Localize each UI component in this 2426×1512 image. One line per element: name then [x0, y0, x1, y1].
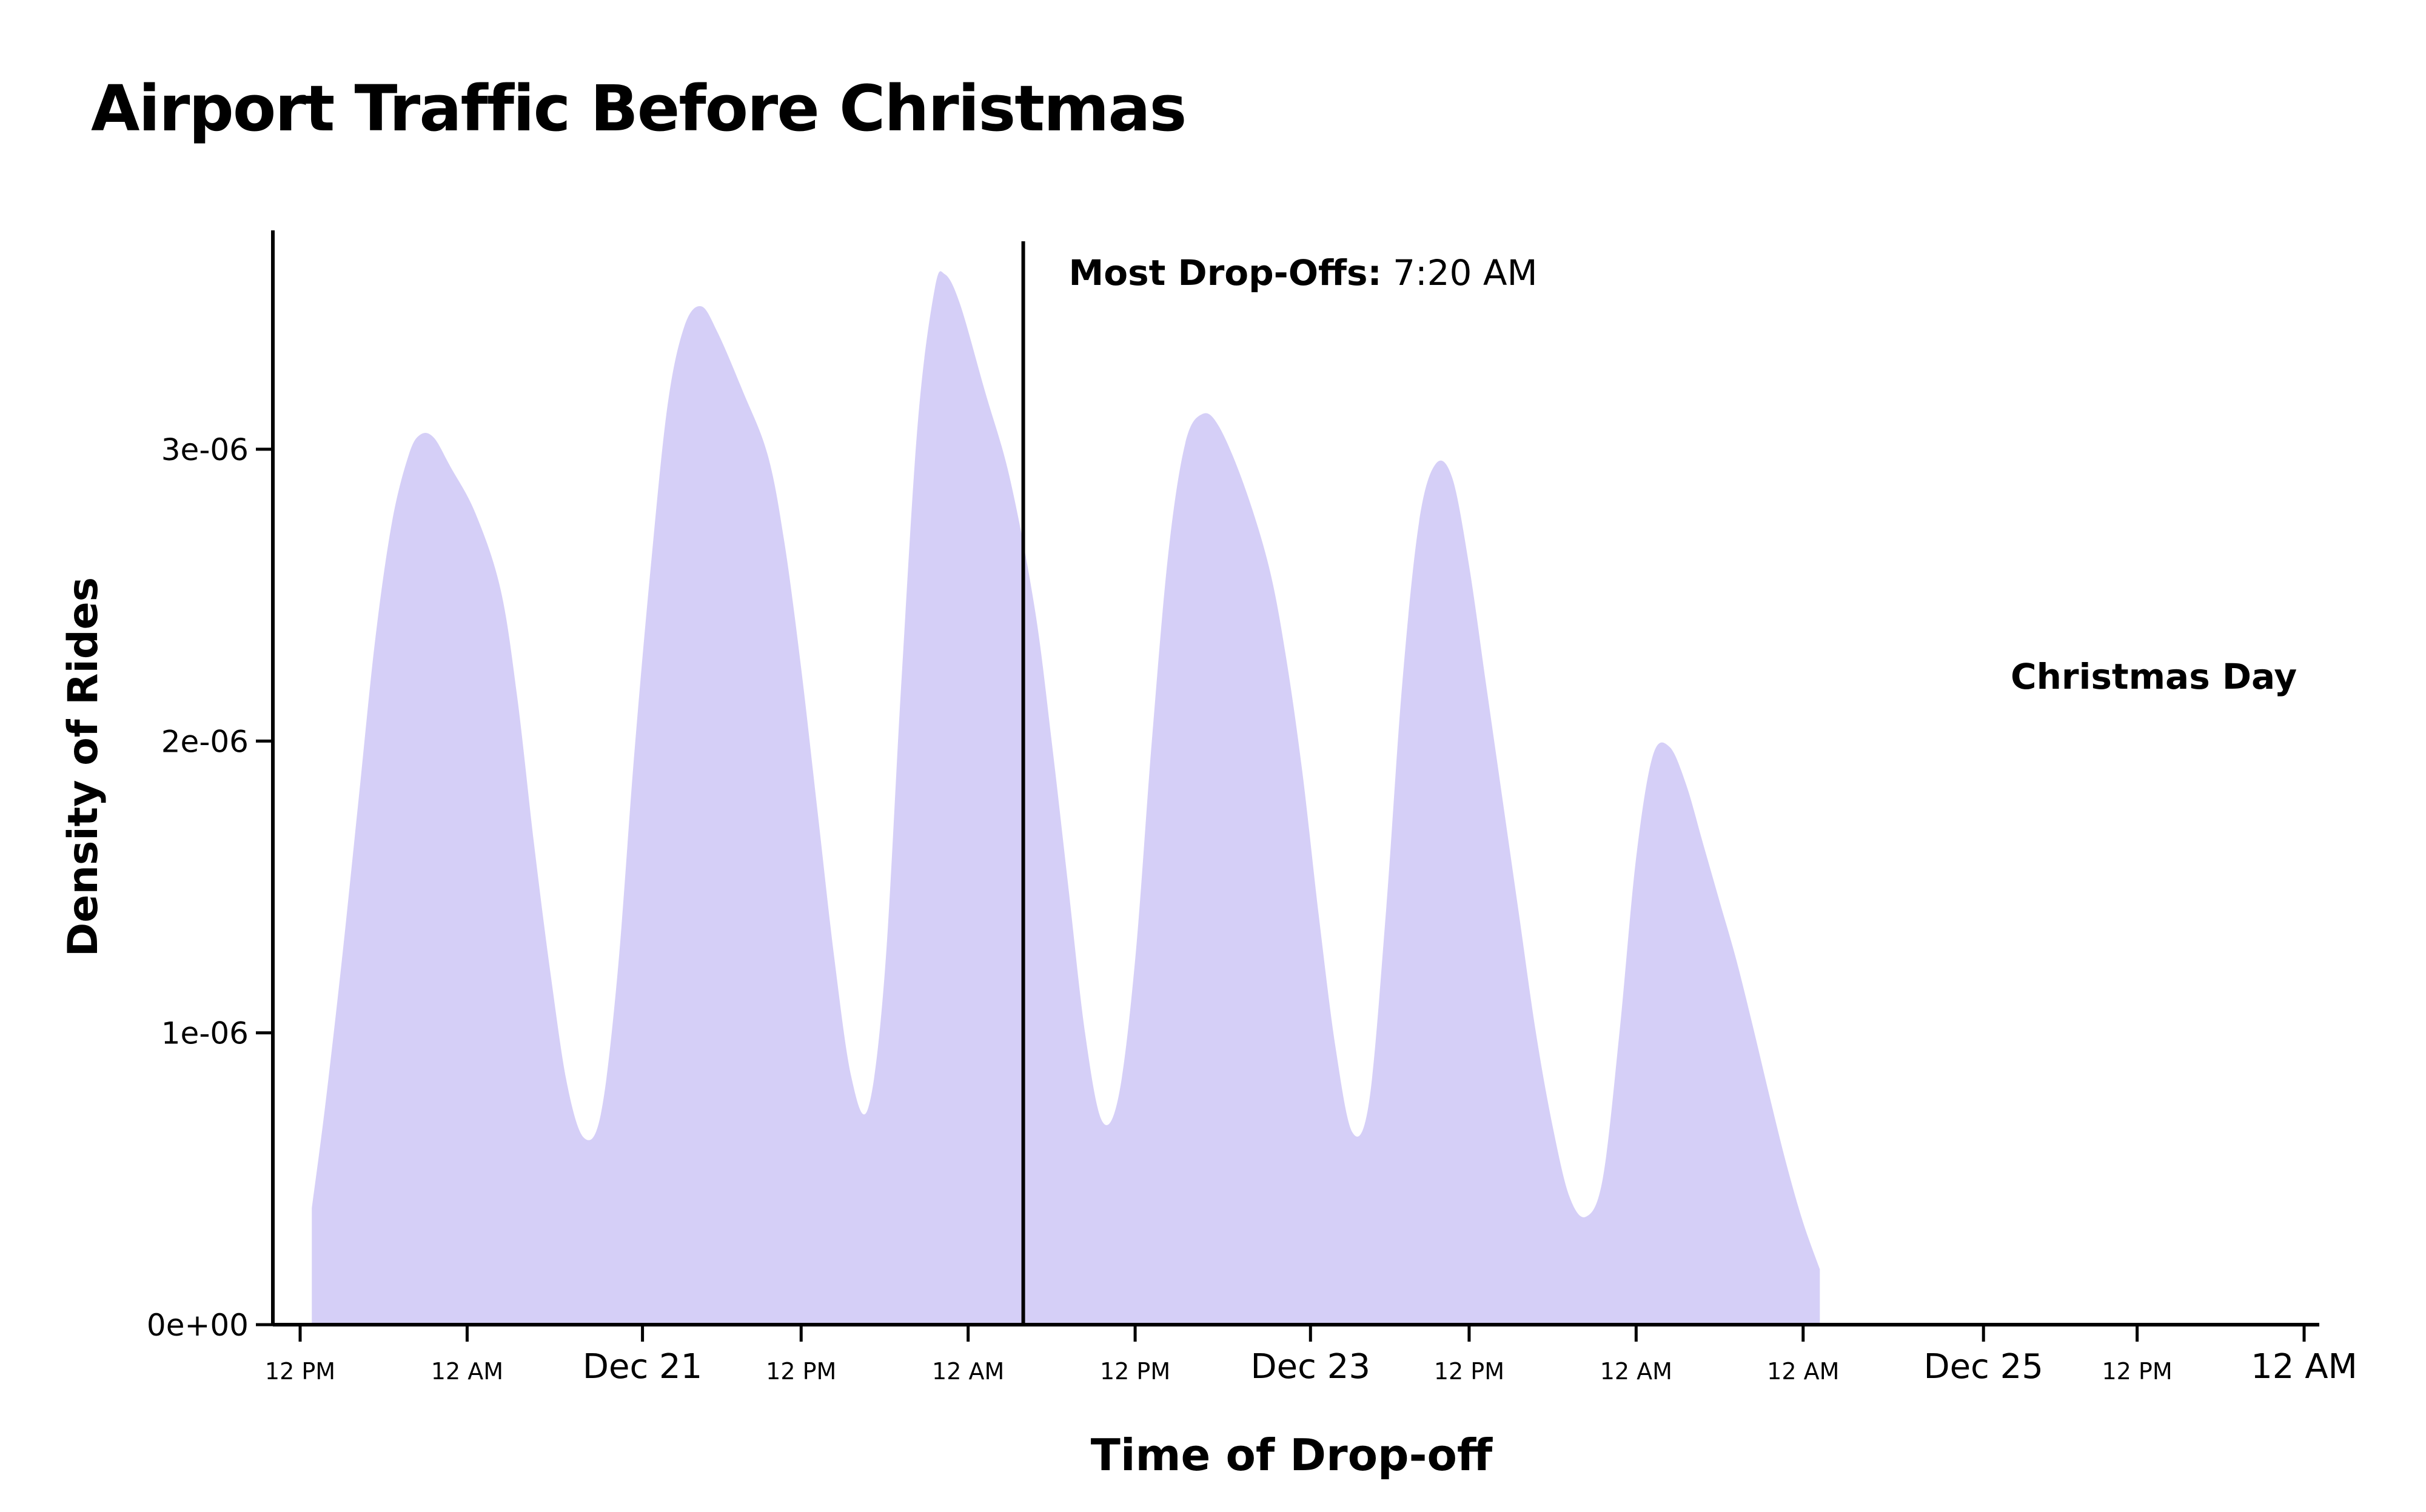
annotation-layer: Most Drop-Offs: 7:20 AM Christmas Day: [1021, 241, 2297, 1325]
peak-annotation-bold: Most Drop-Offs:: [1069, 252, 1382, 293]
density-area: [312, 271, 1820, 1325]
y-tick-label: 3e-06: [161, 432, 249, 467]
x-tick-label: Dec 23: [1251, 1347, 1370, 1387]
chart-title: Airport Traffic Before Christmas: [91, 72, 1187, 146]
peak-annotation-value: 7:20 AM: [1382, 252, 1538, 293]
x-tick-label: 12 PM: [2102, 1358, 2173, 1385]
x-tick-label: 12 AM: [431, 1358, 503, 1385]
x-tick-label: 12 PM: [766, 1358, 836, 1385]
x-tick-label: 12 AM: [1600, 1358, 1672, 1385]
x-tick-label: 12 AM: [2251, 1347, 2357, 1387]
x-tick-label: Dec 25: [1923, 1347, 2043, 1387]
x-tick-label: 12 PM: [1100, 1358, 1170, 1385]
axis-layer: 0e+00 1e-06 2e-06 3e-06 12 PM 12 AM Dec 21 12 P…: [147, 230, 2357, 1387]
christmas-day-annotation: Christmas Day: [2011, 656, 2297, 697]
x-tick-label: 12 PM: [1434, 1358, 1504, 1385]
y-tick-label: 0e+00: [147, 1308, 249, 1343]
area-layer: [312, 271, 1820, 1325]
peak-annotation: Most Drop-Offs: 7:20 AM: [1069, 252, 1538, 293]
y-axis-title: Density of Rides: [59, 577, 107, 957]
y-tick-label: 1e-06: [161, 1016, 249, 1051]
x-tick-label: 12 AM: [1767, 1358, 1839, 1385]
x-tick-label: Dec 21: [583, 1347, 702, 1387]
x-axis-title: Time of Drop-off: [1091, 1430, 1493, 1480]
x-tick-label: 12 PM: [265, 1358, 335, 1385]
y-tick-label: 2e-06: [161, 724, 249, 759]
x-tick-label: 12 AM: [932, 1358, 1004, 1385]
